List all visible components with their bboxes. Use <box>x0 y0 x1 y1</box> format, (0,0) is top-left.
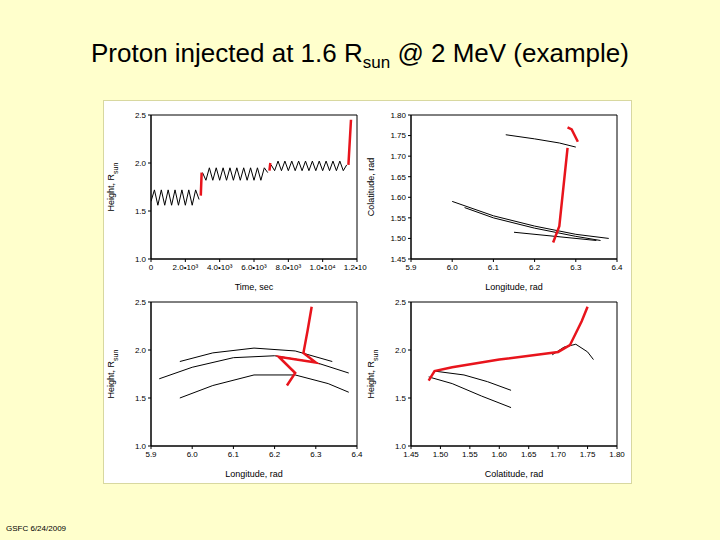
svg-text:1.60: 1.60 <box>390 193 406 202</box>
svg-text:1.0: 1.0 <box>135 255 147 264</box>
svg-text:Time, sec: Time, sec <box>235 282 274 292</box>
svg-text:1.50: 1.50 <box>390 234 406 243</box>
svg-text:6.0•10³: 6.0•10³ <box>241 263 267 272</box>
svg-text:4.0•10³: 4.0•10³ <box>207 263 233 272</box>
svg-text:5.9: 5.9 <box>145 450 157 459</box>
svg-text:1.0: 1.0 <box>135 442 147 451</box>
svg-text:1.55: 1.55 <box>390 214 406 223</box>
svg-text:6.2: 6.2 <box>269 450 281 459</box>
svg-text:6.1: 6.1 <box>228 450 240 459</box>
svg-text:1.45: 1.45 <box>403 450 419 459</box>
svg-text:6.1: 6.1 <box>488 263 500 272</box>
svg-text:6.4: 6.4 <box>611 263 623 272</box>
svg-text:1.5: 1.5 <box>395 394 407 403</box>
svg-text:1.50: 1.50 <box>433 450 449 459</box>
svg-text:Colatitude, rad: Colatitude, rad <box>366 158 376 217</box>
svg-text:0: 0 <box>149 263 154 272</box>
html-text:Proton injected at 1.6 Rsun@ 2: Proton injected at 1.6 Rsun@ 2 MeV (exam… <box>91 38 629 73</box>
svg-text:6.0: 6.0 <box>447 263 459 272</box>
html-text:GSFC 6/24/2009: GSFC 6/24/2009 <box>6 524 66 533</box>
svg-text:1.60: 1.60 <box>491 450 507 459</box>
svg-text:1.2•10⁴: 1.2•10⁴ <box>344 263 367 272</box>
svg-text:6.4: 6.4 <box>351 450 363 459</box>
svg-text:Colatitude, rad: Colatitude, rad <box>485 469 544 479</box>
svg-text:2.5: 2.5 <box>135 111 147 120</box>
svg-text:1.65: 1.65 <box>390 173 406 182</box>
svg-text:2.5: 2.5 <box>395 298 407 307</box>
svg-text:1.5: 1.5 <box>135 394 147 403</box>
svg-text:8.0•10³: 8.0•10³ <box>276 263 302 272</box>
svg-text:1.80: 1.80 <box>609 450 625 459</box>
svg-text:6.3: 6.3 <box>310 450 322 459</box>
svg-text:Height, Rsun: Height, Rsun <box>106 349 119 398</box>
svg-text:1.0•10⁴: 1.0•10⁴ <box>310 263 337 272</box>
svg-text:2.5: 2.5 <box>135 298 147 307</box>
svg-text:1.70: 1.70 <box>390 152 406 161</box>
svg-text:6.0: 6.0 <box>187 450 199 459</box>
svg-text:1.75: 1.75 <box>390 131 406 140</box>
svg-text:1.45: 1.45 <box>390 255 406 264</box>
svg-text:1.75: 1.75 <box>580 450 596 459</box>
svg-text:1.5: 1.5 <box>135 207 147 216</box>
svg-text:2.0: 2.0 <box>395 346 407 355</box>
svg-text:Longitude, rad: Longitude, rad <box>485 282 543 292</box>
svg-text:1.55: 1.55 <box>462 450 478 459</box>
svg-text:2.0•10³: 2.0•10³ <box>173 263 199 272</box>
svg-text:6.2: 6.2 <box>529 263 541 272</box>
svg-text:Height, Rsun: Height, Rsun <box>106 162 119 211</box>
svg-text:6.3: 6.3 <box>570 263 582 272</box>
svg-text:1.65: 1.65 <box>521 450 537 459</box>
svg-text:1.70: 1.70 <box>550 450 566 459</box>
svg-text:Height, Rsun: Height, Rsun <box>366 349 379 398</box>
svg-text:Longitude, rad: Longitude, rad <box>225 469 283 479</box>
svg-text:1.0: 1.0 <box>395 442 407 451</box>
svg-text:2.0: 2.0 <box>135 159 147 168</box>
svg-text:2.0: 2.0 <box>135 346 147 355</box>
svg-text:5.9: 5.9 <box>405 263 417 272</box>
svg-text:1.80: 1.80 <box>390 111 406 120</box>
